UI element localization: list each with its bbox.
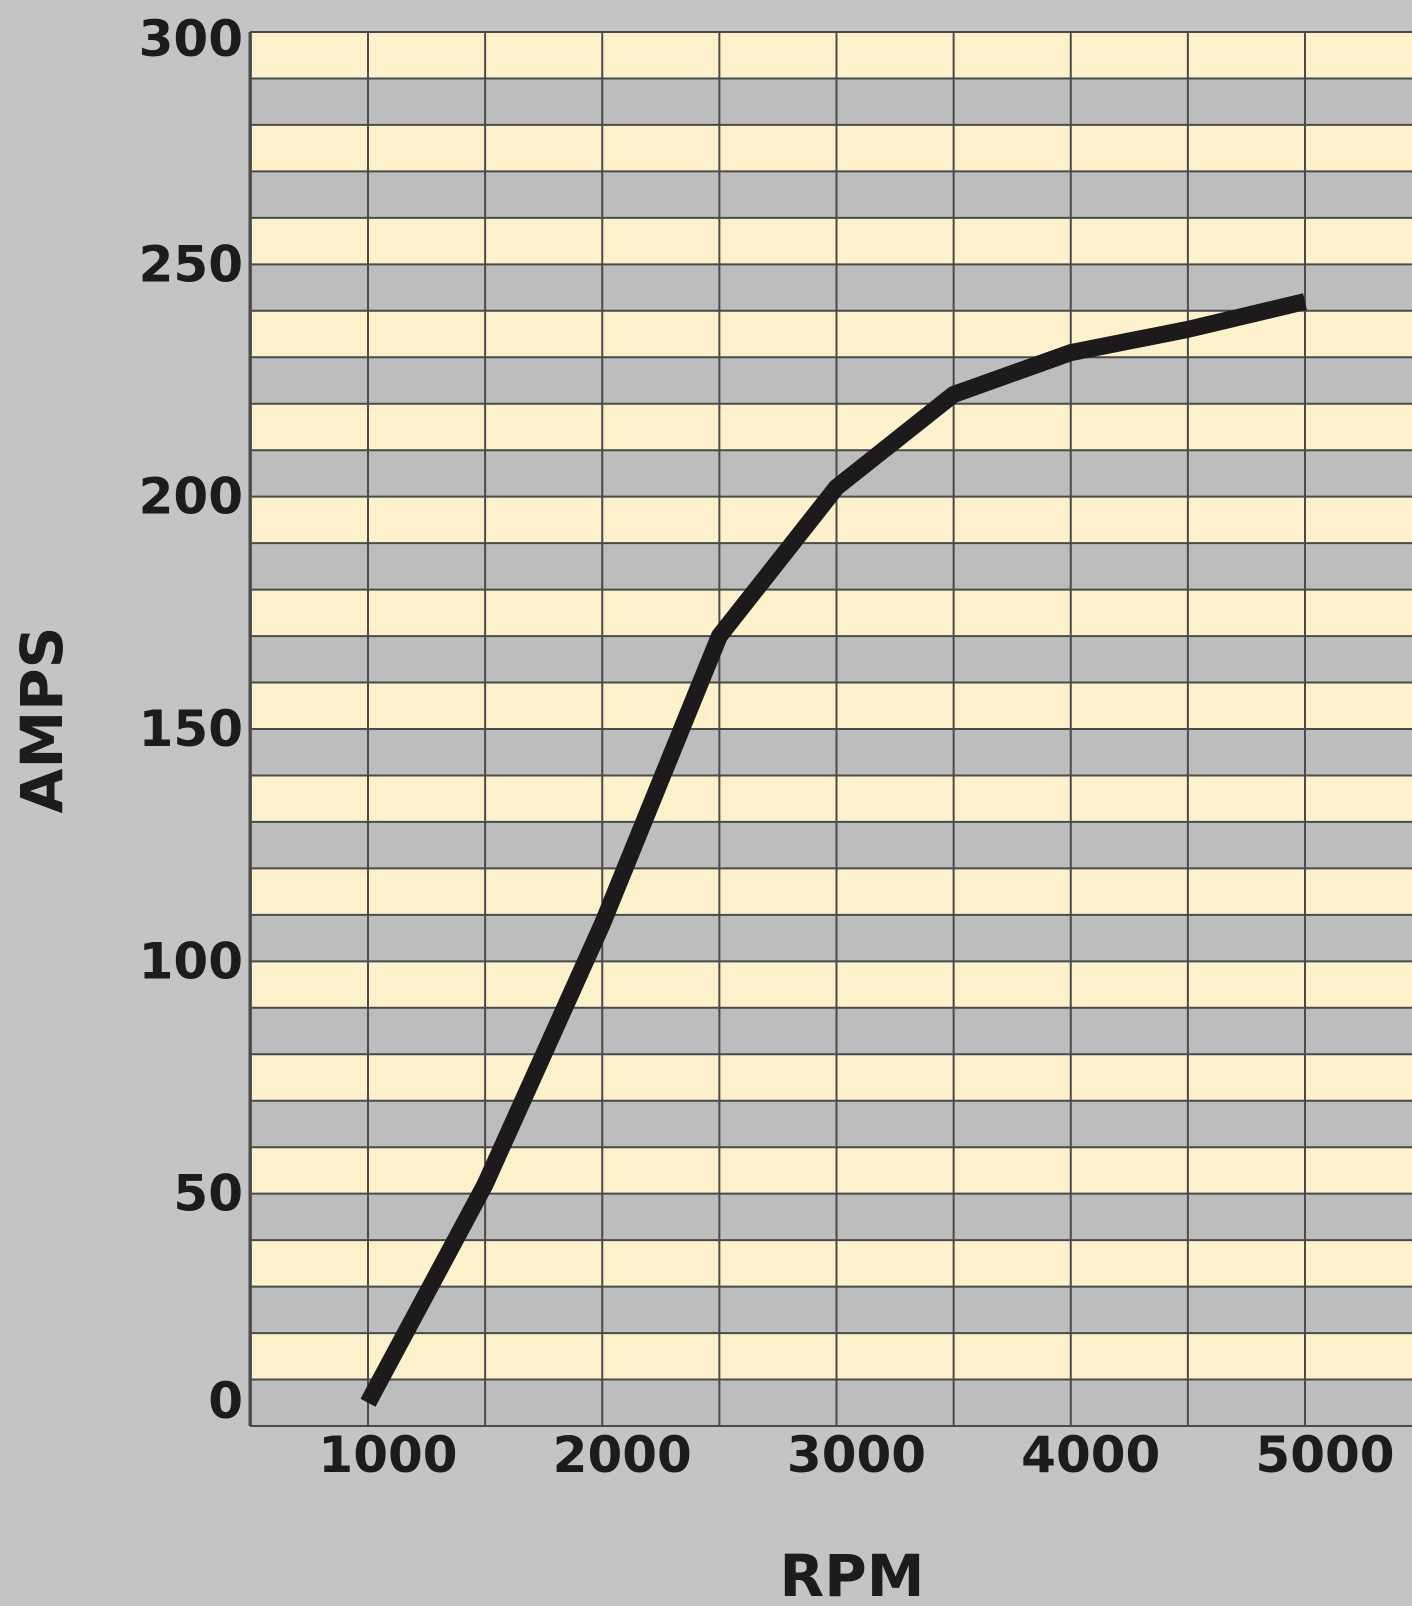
grid-band — [250, 868, 1412, 915]
grid-band — [250, 821, 1412, 869]
grid-band — [250, 1286, 1412, 1334]
grid-band — [250, 124, 1412, 172]
x-axis-title: RPM — [780, 1542, 925, 1606]
grid-band — [250, 32, 1412, 79]
grid-band — [250, 729, 1412, 776]
grid-band — [250, 543, 1412, 590]
y-axis-title: AMPS — [8, 627, 76, 814]
y-tick-label: 0 — [208, 1372, 243, 1430]
x-tick-labels: 1000 2000 3000 4000 5000 — [318, 1426, 1394, 1484]
y-tick-label: 300 — [139, 10, 243, 68]
grid-band — [250, 403, 1412, 451]
grid-band — [250, 682, 1412, 729]
series-line-1 — [360, 293, 1307, 1407]
grid-band — [250, 589, 1412, 637]
grid-band — [250, 78, 1412, 125]
y-tick-label: 250 — [139, 235, 243, 293]
x-tick-label: 3000 — [787, 1426, 926, 1484]
grid-band — [250, 914, 1412, 962]
y-tick-label: 50 — [173, 1165, 243, 1223]
y-tick-label: 100 — [139, 932, 243, 990]
grid-band — [250, 775, 1412, 822]
grid-band — [250, 961, 1412, 1008]
plot-bands — [250, 32, 1412, 1426]
grid-band — [250, 1007, 1412, 1055]
x-tick-label: 2000 — [553, 1426, 692, 1484]
series-group — [360, 293, 1307, 1407]
grid-band — [250, 1333, 1412, 1380]
x-tick-label: 1000 — [318, 1426, 457, 1484]
y-tick-label: 200 — [139, 468, 243, 526]
x-tick-label: 4000 — [1021, 1426, 1160, 1484]
grid-band — [250, 1193, 1412, 1241]
x-tick-label: 5000 — [1255, 1426, 1394, 1484]
grid-band — [250, 217, 1412, 265]
y-tick-labels: 0 50 100 150 200 250 300 — [139, 10, 243, 1430]
grid-band — [250, 1054, 1412, 1101]
grid-band — [250, 1147, 1412, 1194]
grid-band — [250, 636, 1412, 683]
grid-band — [250, 264, 1412, 311]
grid-band — [250, 357, 1412, 404]
grid-band — [250, 1240, 1412, 1287]
grid-band — [250, 1379, 1412, 1426]
grid-band — [250, 171, 1412, 218]
plot-grid — [248, 31, 1412, 1427]
y-tick-label: 150 — [139, 700, 243, 758]
grid-band — [250, 1100, 1412, 1148]
